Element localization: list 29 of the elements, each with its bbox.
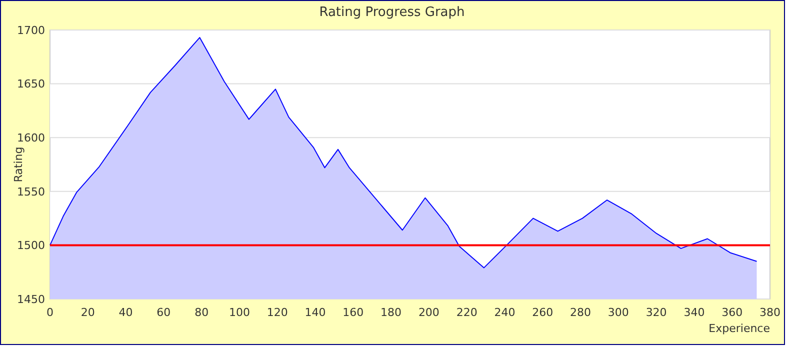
x-tick-label: 40: [118, 306, 133, 319]
x-tick-label: 60: [156, 306, 171, 319]
x-tick-label: 100: [228, 306, 250, 319]
x-tick-label: 360: [722, 306, 743, 319]
x-tick-label: 300: [608, 306, 629, 319]
x-tick-label: 240: [494, 306, 516, 319]
x-tick-label: 340: [684, 306, 705, 319]
x-tick-label: 0: [46, 306, 54, 319]
y-tick-label: 1550: [17, 185, 45, 198]
x-tick-label: 80: [194, 306, 209, 319]
x-tick-label: 280: [570, 306, 592, 319]
x-tick-label: 260: [532, 306, 554, 319]
x-tick-label: 180: [380, 306, 402, 319]
x-tick-label: 160: [342, 306, 364, 319]
x-tick-label: 140: [304, 306, 326, 319]
x-tick-label: 200: [418, 306, 440, 319]
y-tick-label: 1700: [17, 24, 45, 37]
x-tick-label: 220: [456, 306, 478, 319]
x-tick-label: 380: [760, 306, 780, 319]
x-axis-title: Experience: [708, 322, 770, 335]
y-tick-label: 1500: [17, 239, 45, 252]
y-tick-label: 1650: [17, 78, 45, 91]
x-tick-label: 320: [646, 306, 667, 319]
y-tick-label: 1450: [17, 292, 45, 306]
x-tick-label: 20: [80, 306, 95, 319]
x-tick-label: 120: [266, 306, 288, 319]
chart-title: Rating Progress Graph: [319, 5, 465, 20]
y-axis-title: Rating: [12, 146, 25, 182]
y-tick-label: 1600: [17, 131, 45, 144]
